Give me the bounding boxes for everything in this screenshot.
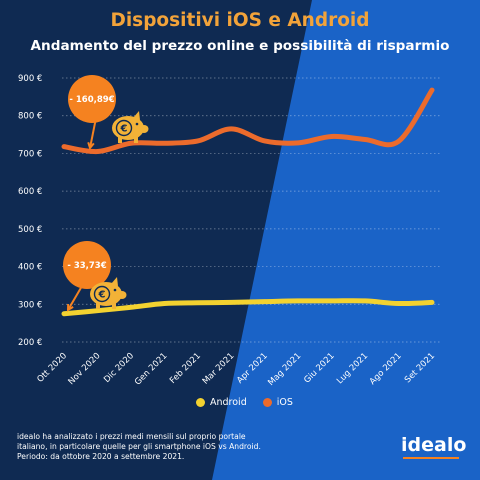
data-point [163,302,166,305]
data-point [330,135,333,138]
piggy-snout [117,291,127,299]
android-piggy-bank-icon: € [90,277,127,309]
piggy-eye [113,288,117,292]
euro-symbol: € [120,124,128,135]
x-tick-label: Mar 2021 [201,351,237,387]
data-point [129,142,132,145]
data-point [297,299,300,302]
data-point [263,300,266,303]
y-tick-label: 800 € [18,112,42,122]
data-point [397,302,400,305]
data-point [129,306,132,309]
ios-savings-arrow [89,117,97,149]
ios-savings-badge-label: - 160,89€ [69,95,114,105]
x-tick-label: Gen 2021 [133,351,169,387]
footnote-line: Periodo: da ottobre 2020 a settembre 202… [17,452,185,461]
y-tick-label: 200 € [18,338,42,348]
android-savings-badge [63,241,111,289]
ios-savings-arrow-head [87,141,95,151]
x-tick-label: Lug 2021 [335,351,370,386]
data-point [364,299,367,302]
x-tick-label: Set 2021 [403,351,437,385]
data-point [96,309,99,312]
footnote-line: idealo ha analizzato i prezzi medi mensi… [17,432,246,441]
android-savings-badge-label: - 33,73€ [67,261,106,271]
data-point [297,141,300,144]
y-tick-label: 900 € [18,74,42,84]
legend-label-android: Android [210,397,247,408]
piggy-ear [133,111,140,120]
x-tick-label: Ago 2021 [368,351,404,387]
logo-underline [403,457,459,459]
data-point [196,139,199,142]
data-point [397,140,400,143]
euro-coin [93,285,111,303]
euro-coin [115,119,133,137]
x-tick-label: Feb 2021 [168,351,203,386]
android-series-line [61,298,435,317]
y-tick-label: 500 € [18,225,42,235]
android-savings-arrow-head [66,303,74,312]
legend-item-android: Android [196,397,247,408]
data-point [431,89,434,92]
chart-legend: Android iOS [196,397,293,408]
euro-symbol: € [98,290,106,301]
legend-swatch-ios [262,398,272,407]
piggy-leg [112,303,116,309]
piggy-eye [135,122,139,126]
data-point [230,301,233,304]
chart-title: Dispositivi iOS e Android [110,10,370,31]
piggy-leg [96,303,100,309]
ios-piggy-bank-icon: € [112,111,149,143]
piggy-leg [118,137,122,143]
data-point [230,127,233,130]
data-point [196,301,199,304]
x-tick-label: Ott 2020 [35,351,69,385]
y-tick-label: 600 € [18,187,42,197]
x-tick-label: Giu 2021 [302,351,336,385]
data-point [96,150,99,153]
piggy-snout [139,125,149,133]
legend-swatch-android [196,398,205,407]
x-tick-label: Dic 2020 [102,351,136,385]
android-savings-arrow [67,285,83,311]
data-point [263,139,266,142]
y-tick-label: 700 € [18,149,42,159]
chart-subtitle: Andamento del prezzo online e possibilit… [30,38,450,54]
legend-item-ios: iOS [262,397,293,408]
data-point [330,299,333,302]
data-point [63,312,66,315]
data-point [431,301,434,304]
piggy-leg [134,137,138,143]
x-tick-label: Mag 2021 [266,351,303,388]
y-tick-label: 400 € [18,263,42,273]
x-tick-label: Nov 2020 [67,351,103,387]
data-point [63,145,66,148]
ios-series-line [61,87,435,155]
y-tick-label: 300 € [18,300,42,310]
footnote: idealo ha analizzato i prezzi medi mensi… [17,432,317,462]
ios-savings-badge [68,75,116,123]
piggy-ear [111,277,118,286]
footnote-line: italiano, in particolare quelle per gli … [17,442,261,451]
data-point [364,138,367,141]
idealo-logo: idealo [401,434,467,456]
x-tick-label: Apr 2021 [235,351,270,386]
legend-label-ios: iOS [276,397,293,408]
data-point [163,142,166,145]
